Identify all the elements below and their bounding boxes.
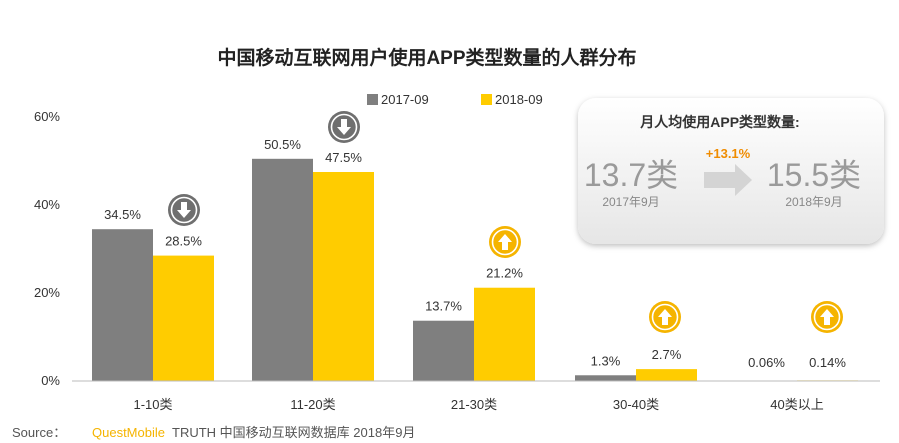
chart-title: 中国移动互联网用户使用APP类型数量的人群分布: [217, 46, 636, 69]
data-label: 34.5%: [104, 207, 141, 222]
data-label: 47.5%: [325, 150, 362, 165]
source-brand: QuestMobile: [92, 425, 165, 440]
legend-swatch-2018: [481, 94, 492, 105]
bar-2018-09-0: [153, 255, 214, 381]
summary-before-date: 2017年9月: [602, 195, 659, 209]
bar-2018-09-1: [313, 172, 374, 381]
x-axis: 1-10类 11-20类 21-30类 30-40类 40类以上: [133, 397, 823, 412]
summary-before-value: 13.7类: [584, 157, 678, 193]
bar-2017-09-2: [413, 320, 474, 381]
summary-box-title: 月人均使用APP类型数量:: [639, 114, 799, 130]
summary-box: 月人均使用APP类型数量: 13.7类 2017年9月 +13.1% 15.5类…: [578, 98, 884, 244]
summary-growth: +13.1%: [706, 146, 751, 161]
legend-label-2018: 2018-09: [495, 92, 543, 107]
y-tick-label: 60%: [34, 109, 60, 124]
summary-after-value: 15.5类: [767, 157, 861, 193]
y-tick-label: 20%: [34, 285, 60, 300]
x-tick-label: 21-30类: [451, 397, 497, 412]
data-label: 21.2%: [486, 266, 523, 281]
bar-2018-09-2: [474, 287, 535, 381]
down-arrow-icon: [168, 194, 200, 226]
down-arrow-icon: [328, 111, 360, 143]
summary-after-date: 2018年9月: [785, 195, 842, 209]
legend-swatch-2017: [367, 94, 378, 105]
data-label: 0.14%: [809, 355, 846, 370]
data-label: 50.5%: [264, 137, 301, 152]
bars-group: 34.5% 28.5% 50.5% 47.5% 13.7% 21.2% 1.3% 2.7% 0.…: [92, 137, 858, 382]
data-label: 1.3%: [591, 353, 621, 368]
x-tick-label: 1-10类: [133, 397, 172, 412]
data-label: 13.7%: [425, 299, 462, 314]
data-label: 2.7%: [652, 347, 682, 362]
bar-2018-09-3: [636, 369, 697, 381]
up-arrow-icon: [649, 301, 681, 333]
trend-icons: [168, 111, 843, 333]
arrow-right-icon: [704, 164, 752, 196]
x-tick-label: 11-20类: [290, 397, 335, 412]
y-tick-label: 40%: [34, 197, 60, 212]
bar-2017-09-0: [92, 229, 153, 381]
up-arrow-icon: [811, 301, 843, 333]
bar-2017-09-3: [575, 375, 636, 381]
bar-2017-09-1: [252, 158, 313, 381]
source-text: TRUTH 中国移动互联网数据库 2018年9月: [172, 425, 415, 440]
legend-label-2017: 2017-09: [381, 92, 429, 107]
source-prefix: Source：: [12, 425, 66, 440]
data-label: 28.5%: [165, 234, 202, 249]
y-axis: 0% 20% 40% 60%: [34, 109, 60, 388]
up-arrow-icon: [489, 226, 521, 258]
data-label: 0.06%: [748, 355, 785, 370]
summary-box-bg: [578, 98, 884, 244]
x-tick-label: 30-40类: [613, 397, 659, 412]
x-tick-label: 40类以上: [770, 397, 823, 412]
y-tick-label: 0%: [41, 373, 60, 388]
